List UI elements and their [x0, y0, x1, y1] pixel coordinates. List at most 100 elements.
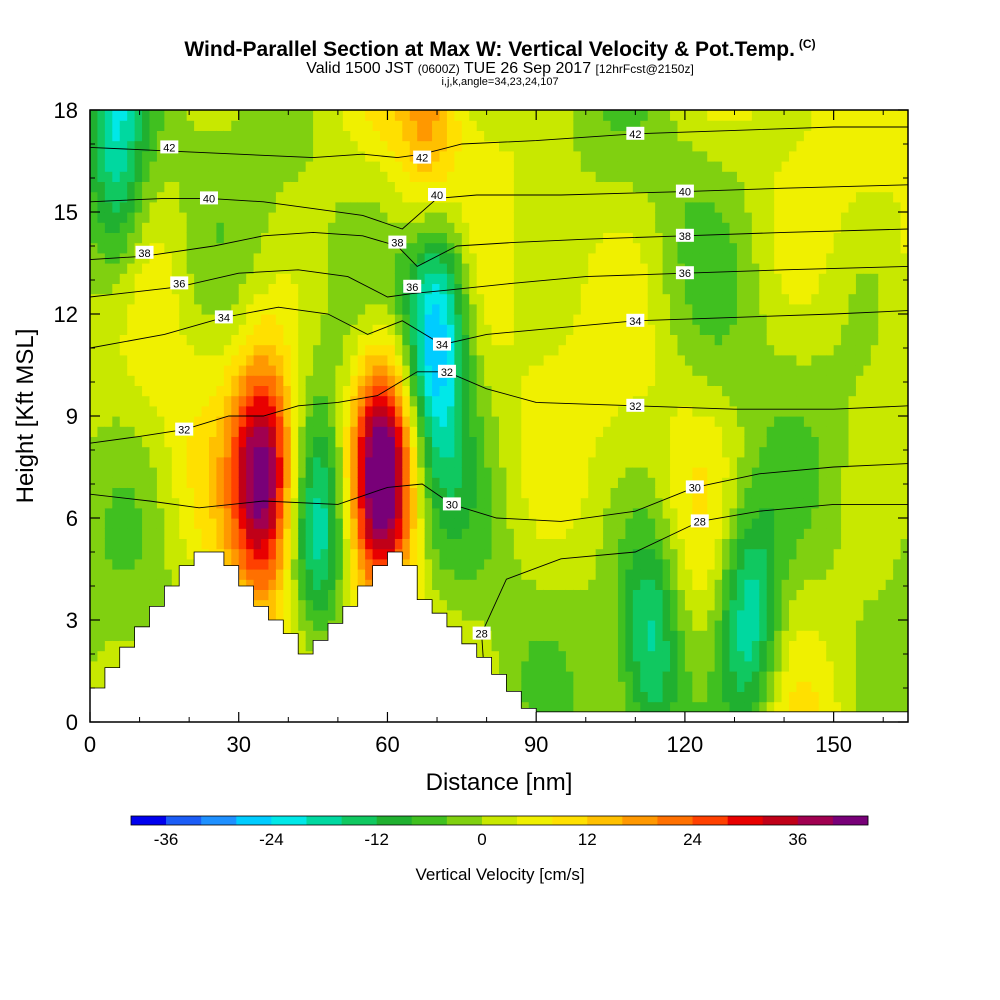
velocity-cell	[476, 150, 485, 162]
velocity-cell	[677, 161, 686, 172]
velocity-cell	[595, 507, 604, 519]
velocity-cell	[320, 497, 329, 509]
velocity-cell	[417, 314, 426, 325]
velocity-cell	[305, 589, 314, 601]
velocity-cell	[313, 456, 322, 468]
velocity-cell	[573, 263, 582, 274]
velocity-cell	[647, 405, 656, 417]
velocity-cell	[357, 528, 366, 539]
velocity-cell	[543, 630, 552, 641]
velocity-cell	[171, 252, 180, 264]
velocity-cell	[536, 120, 545, 131]
velocity-cell	[357, 548, 366, 560]
velocity-cell	[610, 589, 619, 601]
velocity-cell	[580, 528, 589, 539]
velocity-cell	[327, 477, 336, 488]
velocity-cell	[424, 467, 433, 478]
velocity-cell	[565, 599, 574, 611]
velocity-cell	[134, 589, 143, 601]
velocity-cell	[290, 324, 299, 335]
velocity-cell	[454, 171, 463, 182]
velocity-cell	[298, 528, 307, 539]
velocity-cell	[528, 405, 537, 417]
velocity-cell	[335, 242, 344, 254]
velocity-cell	[580, 467, 589, 478]
velocity-cell	[454, 212, 463, 223]
velocity-cell	[454, 569, 463, 580]
velocity-cell	[677, 609, 686, 621]
velocity-cell	[632, 518, 641, 529]
velocity-cell	[528, 365, 537, 376]
velocity-cell	[142, 110, 151, 121]
velocity-cell	[327, 599, 336, 611]
velocity-cell	[402, 477, 411, 488]
velocity-cell	[231, 467, 240, 478]
velocity-cell	[275, 558, 284, 570]
velocity-cell	[580, 344, 589, 356]
velocity-cell	[231, 365, 240, 376]
velocity-cell	[632, 293, 641, 305]
velocity-cell	[231, 354, 240, 366]
velocity-cell	[573, 334, 582, 346]
velocity-cell	[253, 201, 262, 213]
velocity-cell	[677, 691, 686, 703]
velocity-cell	[588, 497, 597, 509]
velocity-cell	[536, 487, 545, 499]
velocity-cell	[461, 589, 470, 601]
velocity-cell	[632, 181, 641, 193]
velocity-cell	[432, 365, 441, 376]
velocity-cell	[134, 344, 143, 356]
velocity-cell	[603, 599, 612, 611]
velocity-cell	[521, 426, 530, 437]
velocity-cell	[469, 436, 478, 448]
velocity-cell	[610, 416, 619, 427]
velocity-cell	[350, 385, 359, 397]
velocity-cell	[134, 416, 143, 427]
velocity-cell	[573, 252, 582, 264]
velocity-cell	[134, 456, 143, 468]
velocity-cell	[246, 416, 255, 427]
velocity-cell	[551, 354, 560, 366]
velocity-cell	[298, 416, 307, 427]
velocity-cell	[156, 579, 165, 590]
velocity-cell	[290, 150, 299, 162]
velocity-cell	[320, 324, 329, 335]
velocity-cell	[372, 518, 381, 529]
velocity-cell	[506, 671, 515, 682]
velocity-cell	[573, 650, 582, 662]
velocity-cell	[246, 161, 255, 172]
velocity-cell	[513, 538, 522, 550]
velocity-cell	[506, 487, 515, 499]
velocity-cell	[484, 650, 493, 662]
velocity-cell	[142, 130, 151, 142]
velocity-cell	[201, 426, 210, 437]
velocity-cell	[350, 569, 359, 580]
velocity-cell	[454, 528, 463, 539]
velocity-cell	[246, 548, 255, 560]
velocity-cell	[238, 232, 247, 244]
velocity-cell	[127, 528, 136, 539]
velocity-cell	[112, 446, 121, 458]
velocity-cell	[499, 518, 508, 529]
velocity-cell	[387, 161, 396, 172]
velocity-cell	[357, 252, 366, 264]
velocity-cell	[261, 212, 270, 223]
velocity-cell	[313, 150, 322, 162]
velocity-cell	[112, 293, 121, 305]
velocity-cell	[521, 416, 530, 427]
velocity-cell	[536, 252, 545, 264]
velocity-cell	[565, 671, 574, 682]
velocity-cell	[632, 528, 641, 539]
velocity-cell	[417, 181, 426, 193]
velocity-cell	[216, 212, 225, 223]
velocity-cell	[684, 150, 693, 162]
velocity-cell	[662, 344, 671, 356]
velocity-cell	[246, 324, 255, 335]
velocity-cell	[588, 630, 597, 641]
velocity-cell	[186, 140, 195, 152]
velocity-cell	[208, 273, 218, 284]
velocity-cell	[305, 201, 314, 213]
velocity-cell	[499, 252, 508, 264]
velocity-cell	[164, 171, 173, 182]
velocity-cell	[335, 354, 344, 366]
